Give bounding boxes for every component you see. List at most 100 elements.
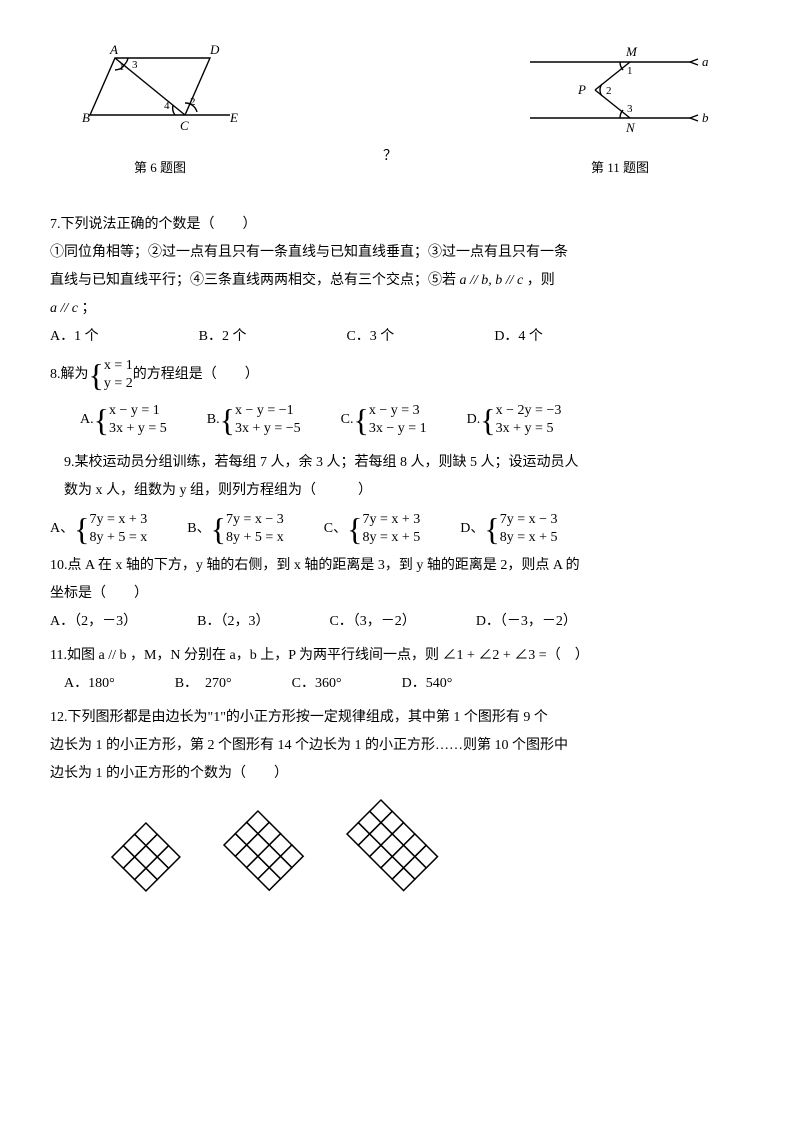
label-angle2: 2 — [190, 96, 196, 108]
question-7: 7.下列说法正确的个数是（ ） ①同位角相等；②过一点有且只有一条直线与已知直线… — [50, 211, 750, 351]
q11-options: A．180° B． 270° C．360° D．540° — [50, 670, 750, 698]
figure-6-svg: A D B C E 1 3 4 2 — [80, 40, 240, 140]
label-a: a — [702, 54, 709, 69]
q7-stem-3b: ，则 — [523, 273, 555, 288]
q7-stem-4: a // c ； — [50, 295, 750, 323]
q9-stem-2: 数为 x 人，组数为 y 组，则列方程组为（ ） — [50, 477, 750, 505]
q12-fig-2 — [222, 809, 305, 892]
q7-stem-3a: 直线与已知直线平行；④三条直线两两相交，总有三个交点；⑤若 — [50, 273, 460, 288]
question-12: 12.下列图形都是由边长为"1"的小正方形按一定规律组成，其中第 1 个图形有 … — [50, 704, 750, 893]
label-M: M — [625, 44, 638, 59]
q9-opt-B: B、 { 7y = x − 3 8y + 5 = x — [187, 511, 284, 546]
q7-stem-4-eq: a // c — [50, 301, 78, 316]
q10-options: A．（2，－3） B．（2，3） C．（3，－2） D．（－3，－2） — [50, 608, 750, 636]
question-mark: ？ — [383, 143, 397, 171]
q8-opt-B: B. { x − y = −1 3x + y = −5 — [207, 402, 301, 437]
q9-A-label: A、 — [50, 515, 74, 543]
q8-opt-D: D. { x − 2y = −3 3x + y = 5 — [467, 402, 562, 437]
q8-D-label: D. — [467, 406, 481, 434]
q9-A-l1: 7y = x + 3 — [89, 511, 147, 529]
label-ang2: 2 — [606, 85, 612, 97]
q9-opt-C: C、 { 7y = x + 3 8y = x + 5 — [324, 511, 421, 546]
label-angle3: 3 — [132, 59, 138, 71]
figure-11-caption: 第 11 题图 — [520, 155, 720, 181]
q7-opt-B: B．2 个 — [199, 323, 247, 351]
q9-D-label: D、 — [460, 515, 484, 543]
q9-C-l2: 8y = x + 5 — [362, 529, 420, 547]
q10-opt-A: A．（2，－3） — [50, 608, 137, 636]
q8-B-l1: x − y = −1 — [235, 402, 301, 420]
figure-11: M N P a b 1 2 3 第 11 题图 — [520, 40, 720, 181]
q12-stem-2: 边长为 1 的小正方形，第 2 个图形有 14 个边长为 1 的小正方形……则第… — [50, 732, 750, 760]
label-b: b — [702, 110, 709, 125]
q10-opt-C: C．（3，－2） — [329, 608, 415, 636]
q9-B-l1: 7y = x − 3 — [226, 511, 284, 529]
q12-fig-3 — [345, 798, 440, 893]
q8-A-l2: 3x + y = 5 — [109, 420, 167, 438]
q10-stem-2: 坐标是（ ） — [50, 580, 750, 608]
label-P: P — [577, 82, 586, 97]
q8-system: { x = 1 y = 2 — [89, 357, 133, 392]
question-10: 10.点 A 在 x 轴的下方，y 轴的右侧，到 x 轴的距离是 3，到 y 轴… — [50, 552, 750, 636]
q8-opt-A: A. { x − y = 1 3x + y = 5 — [80, 402, 167, 437]
q9-C-label: C、 — [324, 515, 347, 543]
q8-A-label: A. — [80, 406, 94, 434]
q8-stem: 8.解为 { x = 1 y = 2 的方程组是（ ） — [50, 357, 750, 392]
question-11: 11.如图 a // b ，M，N 分别在 a，b 上，P 为两平行线间一点，则… — [50, 642, 750, 698]
label-ang3: 3 — [627, 103, 633, 115]
q8-post: 的方程组是（ ） — [133, 361, 259, 389]
q8-D-l1: x − 2y = −3 — [496, 402, 562, 420]
q7-stem-2: ①同位角相等；②过一点有且只有一条直线与已知直线垂直；③过一点有且只有一条 — [50, 239, 750, 267]
q8-sys-l2: y = 2 — [104, 375, 133, 393]
q7-options: A．1 个 B．2 个 C．3 个 D．4 个 — [50, 323, 750, 351]
label-B: B — [82, 110, 90, 125]
q9-stem-1: 9.某校运动员分组训练，若每组 7 人，余 3 人；若每组 8 人，则缺 5 人… — [50, 449, 750, 477]
q9-opt-A: A、 { 7y = x + 3 8y + 5 = x — [50, 511, 147, 546]
q7-stem-1: 7.下列说法正确的个数是（ ） — [50, 211, 750, 239]
q9-D-l2: 8y = x + 5 — [500, 529, 558, 547]
q10-stem-1: 10.点 A 在 x 轴的下方，y 轴的右侧，到 x 轴的距离是 3，到 y 轴… — [50, 552, 750, 580]
figure-6: A D B C E 1 3 4 2 第 6 题图 — [80, 40, 240, 181]
q8-A-l1: x − y = 1 — [109, 402, 167, 420]
q8-C-label: C. — [341, 406, 354, 434]
label-E: E — [229, 110, 238, 125]
q9-D-l1: 7y = x − 3 — [500, 511, 558, 529]
q11-opt-C: C．360° — [292, 670, 342, 698]
q9-B-l2: 8y + 5 = x — [226, 529, 284, 547]
q12-figures — [110, 798, 750, 893]
q7-stem-4b: ； — [78, 301, 96, 316]
q8-sys-l1: x = 1 — [104, 357, 133, 375]
q8-pre: 8.解为 — [50, 361, 89, 389]
q11-opt-B: B． 270° — [175, 670, 232, 698]
q12-fig-1 — [110, 821, 182, 893]
label-N: N — [625, 120, 636, 135]
figure-row: A D B C E 1 3 4 2 第 6 题图 ？ — [50, 40, 750, 181]
q11-opt-A: A．180° — [50, 670, 115, 698]
q9-C-l1: 7y = x + 3 — [362, 511, 420, 529]
q11-stem: 11.如图 a // b ，M，N 分别在 a，b 上，P 为两平行线间一点，则… — [50, 642, 750, 670]
q9-opt-D: D、 { 7y = x − 3 8y = x + 5 — [460, 511, 557, 546]
q7-opt-C: C．3 个 — [346, 323, 394, 351]
label-A: A — [109, 42, 118, 57]
figure-6-caption: 第 6 题图 — [80, 155, 240, 181]
figure-11-svg: M N P a b 1 2 3 — [520, 40, 720, 140]
q8-C-l2: 3x − y = 1 — [369, 420, 427, 438]
q8-C-l1: x − y = 3 — [369, 402, 427, 420]
q7-stem-3-eq: a // b, b // c — [460, 273, 524, 288]
label-ang1: 1 — [627, 65, 633, 77]
q8-B-l2: 3x + y = −5 — [235, 420, 301, 438]
label-angle1: 1 — [119, 61, 125, 73]
label-angle4: 4 — [164, 100, 170, 112]
q8-D-l2: 3x + y = 5 — [496, 420, 562, 438]
question-9: 9.某校运动员分组训练，若每组 7 人，余 3 人；若每组 8 人，则缺 5 人… — [50, 449, 750, 546]
q9-A-l2: 8y + 5 = x — [89, 529, 147, 547]
q9-B-label: B、 — [187, 515, 210, 543]
q11-opt-D: D．540° — [402, 670, 453, 698]
q8-opt-C: C. { x − y = 3 3x − y = 1 — [341, 402, 427, 437]
q8-B-label: B. — [207, 406, 220, 434]
q7-opt-D: D．4 个 — [494, 323, 543, 351]
q7-stem-3: 直线与已知直线平行；④三条直线两两相交，总有三个交点；⑤若 a // b, b … — [50, 267, 750, 295]
q12-stem-1: 12.下列图形都是由边长为"1"的小正方形按一定规律组成，其中第 1 个图形有 … — [50, 704, 750, 732]
question-8: 8.解为 { x = 1 y = 2 的方程组是（ ） A. { x − y =… — [50, 357, 750, 437]
q8-options: A. { x − y = 1 3x + y = 5 B. { x − y = −… — [80, 402, 750, 437]
